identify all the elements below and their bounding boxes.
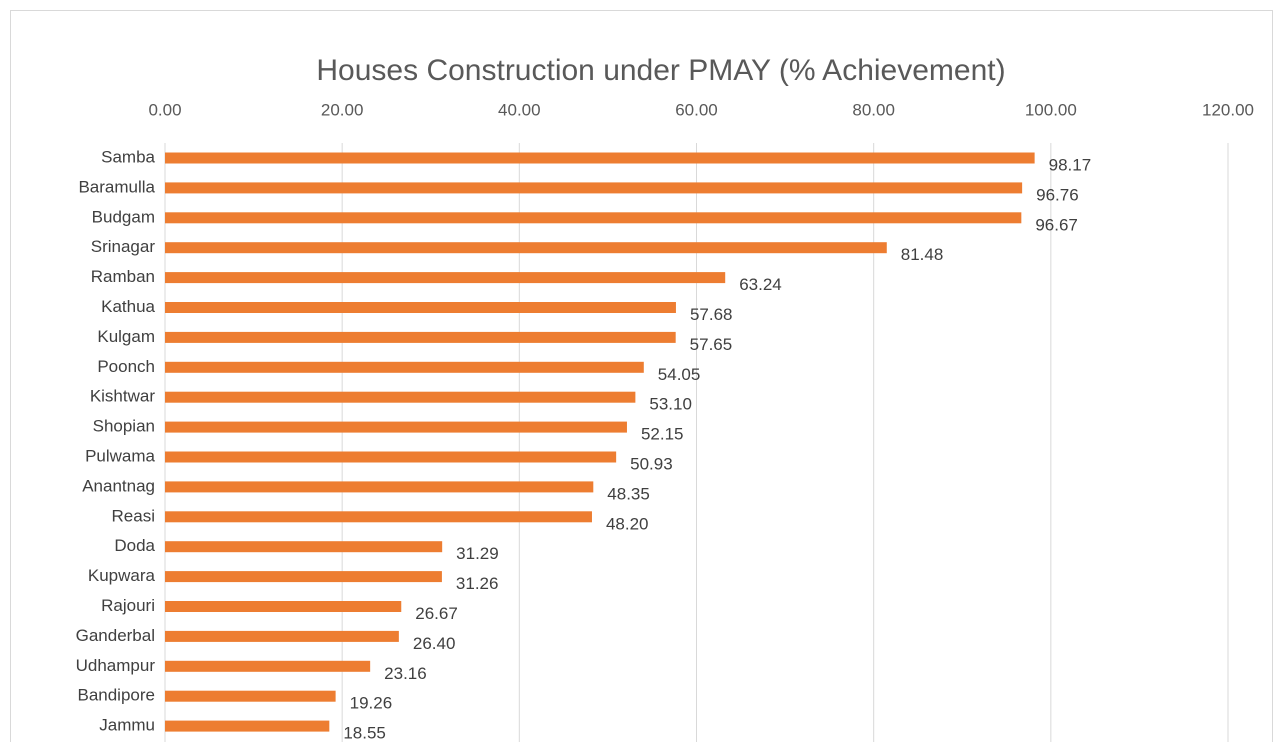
bar [165,541,443,553]
data-label: 50.93 [630,454,673,473]
bar [165,331,676,343]
data-label: 53.10 [649,395,692,414]
data-label: 26.40 [413,634,456,653]
y-tick-label: Shopian [93,417,155,436]
data-label: 96.76 [1036,185,1079,204]
bar [165,182,1023,194]
y-tick-label: Baramulla [78,177,155,196]
x-tick-label: 80.00 [852,100,895,119]
x-tick-label: 100.00 [1025,100,1077,119]
bar [165,720,330,732]
data-label: 81.48 [901,245,944,264]
y-tick-label: Udhampur [76,656,156,675]
y-tick-label: Rajouri [101,596,155,615]
x-tick-label: 120.00 [1202,100,1254,119]
data-label: 26.67 [415,604,458,623]
y-tick-label: Poonch [97,357,155,376]
data-label: 31.29 [456,544,499,563]
data-label: 52.15 [641,425,684,444]
data-label: 96.67 [1035,215,1078,234]
bar [165,302,676,313]
data-label: 57.68 [690,305,733,324]
bar [165,601,402,612]
data-label: 23.16 [384,664,427,683]
bar [165,361,644,373]
y-tick-label: Doda [114,536,155,555]
bar [165,451,617,463]
bar [165,660,371,672]
y-tick-label: Reasi [112,506,155,525]
y-tick-label: Kathua [101,297,155,316]
bar [165,242,887,254]
x-tick-label: 20.00 [321,100,364,119]
bar [165,571,442,583]
y-tick-label: Samba [101,147,155,166]
data-label: 54.05 [658,365,701,384]
y-tick-label: Pulwama [85,446,155,465]
bar [165,212,1022,224]
x-tick-label: 40.00 [498,100,541,119]
x-tick-label: 60.00 [675,100,718,119]
y-tick-label: Jammu [99,716,155,735]
bar [165,152,1035,164]
data-label: 63.24 [739,275,782,294]
data-label: 19.26 [350,694,393,713]
y-tick-label: Kulgam [97,327,155,346]
y-tick-label: Srinagar [91,237,156,256]
bar [165,481,594,493]
bar [165,391,636,403]
bar [165,690,336,702]
data-label: 18.55 [343,724,386,742]
y-tick-label: Anantnag [82,476,155,495]
y-tick-label: Kupwara [88,566,156,585]
bar [165,421,627,433]
data-label: 48.35 [607,484,650,503]
y-tick-label: Ramban [91,267,155,286]
data-label: 57.65 [690,335,733,354]
data-label: 48.20 [606,514,649,533]
data-label: 98.17 [1049,155,1092,174]
bar [165,511,592,523]
y-tick-label: Kishtwar [90,387,156,406]
bar [165,630,399,642]
chart-title: Houses Construction under PMAY (% Achiev… [316,54,1005,87]
y-tick-label: Bandipore [77,686,155,705]
bar [165,272,726,284]
y-tick-label: Budgam [92,207,155,226]
x-tick-label: 0.00 [148,100,181,119]
data-label: 31.26 [456,574,499,593]
chart-border [10,10,1273,742]
y-tick-label: Ganderbal [76,626,155,645]
